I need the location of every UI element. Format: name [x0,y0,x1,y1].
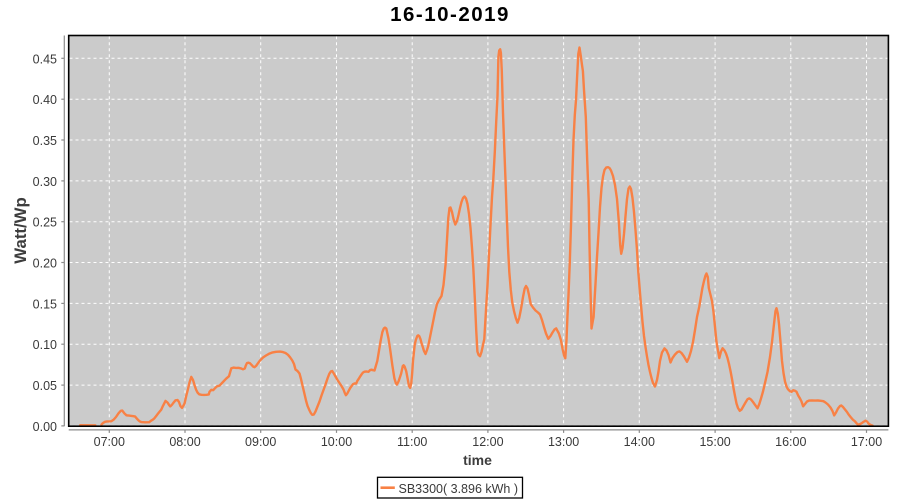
svg-text:09:00: 09:00 [245,435,276,449]
svg-text:0.35: 0.35 [33,134,57,148]
svg-text:0.30: 0.30 [33,175,57,189]
svg-text:17:00: 17:00 [851,435,882,449]
svg-text:0.25: 0.25 [33,216,57,230]
svg-text:SB3300( 3.896 kWh ): SB3300( 3.896 kWh ) [399,482,519,496]
svg-text:10:00: 10:00 [321,435,352,449]
svg-text:0.15: 0.15 [33,297,57,311]
svg-text:08:00: 08:00 [169,435,200,449]
svg-text:12:00: 12:00 [472,435,503,449]
svg-text:07:00: 07:00 [94,435,125,449]
svg-text:16:00: 16:00 [775,435,806,449]
svg-text:time: time [463,452,492,468]
svg-text:0.40: 0.40 [33,93,57,107]
svg-text:11:00: 11:00 [397,435,427,449]
svg-text:15:00: 15:00 [699,435,730,449]
svg-text:0.10: 0.10 [33,338,57,352]
svg-text:14:00: 14:00 [624,435,655,449]
svg-text:0.05: 0.05 [33,379,57,393]
svg-text:0.45: 0.45 [33,52,57,66]
svg-text:0.00: 0.00 [33,420,57,434]
svg-text:Watt/Wp: Watt/Wp [11,197,30,263]
svg-text:16-10-2019: 16-10-2019 [390,3,510,26]
svg-text:13:00: 13:00 [548,435,579,449]
svg-text:0.20: 0.20 [33,257,57,271]
